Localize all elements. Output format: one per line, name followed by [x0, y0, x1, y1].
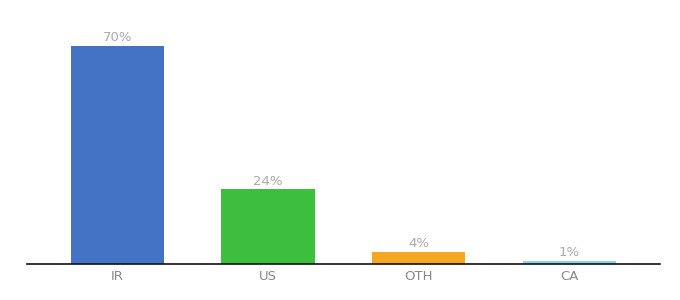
Text: 1%: 1% — [559, 246, 580, 259]
Text: 70%: 70% — [103, 32, 133, 44]
Text: 4%: 4% — [408, 237, 429, 250]
Bar — [372, 251, 465, 264]
Bar — [222, 189, 315, 264]
Bar — [71, 46, 165, 264]
Text: 24%: 24% — [254, 175, 283, 188]
Bar — [522, 261, 616, 264]
